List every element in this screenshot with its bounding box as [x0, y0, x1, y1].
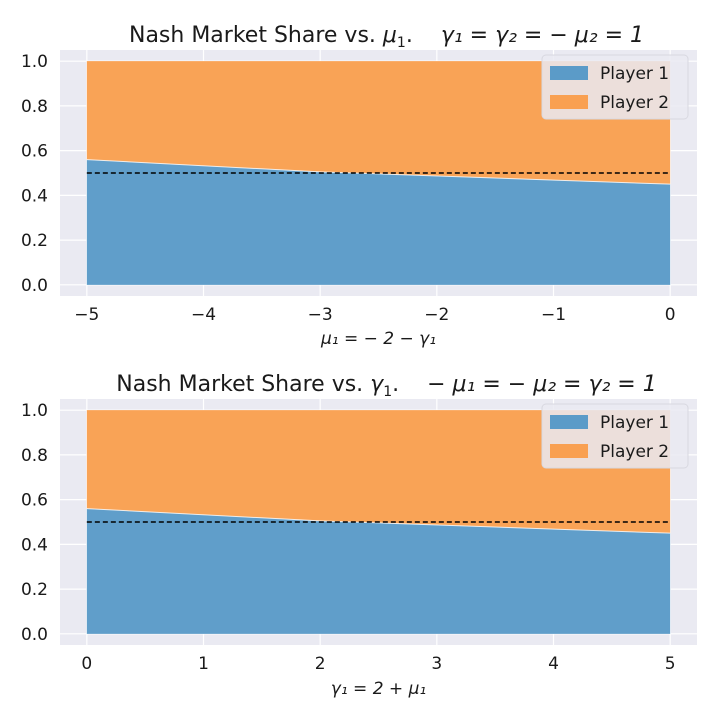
legend-swatch-player-2 [550, 444, 588, 458]
y-tick-label: 0.2 [21, 231, 48, 251]
area-player-2 [86, 410, 671, 534]
x-tick-label: 5 [665, 654, 676, 674]
chart-panel-2: 0.0 0.2 0.4 0.6 0.8 1.0 0 1 2 3 4 5 γ₁ = 2 + μ₁ Nash … [21, 372, 697, 699]
legend: Player 1 Player 2 [541, 54, 689, 120]
y-tick-label: 0.4 [21, 186, 48, 206]
x-tick-label: −1 [541, 305, 566, 325]
y-tick-label: 0.6 [21, 142, 48, 162]
y-tick-label: 0.0 [21, 276, 48, 296]
legend-label-player-1: Player 1 [600, 64, 669, 84]
x-tick-label: −3 [308, 305, 333, 325]
legend-swatch-player-2 [550, 95, 588, 109]
x-tick-label: 0 [665, 305, 676, 325]
x-tick-label: 1 [198, 654, 209, 674]
legend-swatch-player-1 [550, 415, 588, 429]
x-axis-label: μ₁ = − 2 − γ₁ [320, 329, 436, 349]
area-boundary-line [86, 159, 671, 185]
chart-title: Nash Market Share vs. μ1. γ₁ = γ₂ = − μ₂ … [129, 23, 644, 51]
area-player-1 [86, 159, 671, 285]
y-tick-label: 0.8 [21, 97, 48, 117]
x-tick-label: 0 [81, 654, 92, 674]
y-tick-label: 0.2 [21, 580, 48, 600]
y-tick-label: 0.6 [21, 491, 48, 511]
legend-label-player-2: Player 2 [600, 93, 669, 113]
chart-title: Nash Market Share vs. γ1. − μ₁ = − μ₂ = γ… [116, 372, 656, 400]
x-tick-label: −2 [424, 305, 449, 325]
y-tick-label: 0.8 [21, 446, 48, 466]
area-player-1 [86, 508, 671, 634]
x-tick-label: 2 [315, 654, 326, 674]
x-tick-label: −4 [191, 305, 216, 325]
y-tick-label: 0.4 [21, 535, 48, 555]
legend: Player 1 Player 2 [541, 403, 689, 469]
legend-label-player-1: Player 1 [600, 413, 669, 433]
y-tick-label: 1.0 [21, 401, 48, 421]
area-player-2 [86, 61, 671, 185]
legend-label-player-2: Player 2 [600, 442, 669, 462]
legend-swatch-player-1 [550, 66, 588, 80]
x-axis-label: γ₁ = 2 + μ₁ [331, 679, 426, 699]
x-tick-label: −5 [74, 305, 99, 325]
x-tick-label: 4 [548, 654, 559, 674]
y-tick-label: 0.0 [21, 625, 48, 645]
y-tick-label: 1.0 [21, 52, 48, 72]
chart-panel-1: 0.0 0.2 0.4 0.6 0.8 1.0 −5 −4 −3 −2 −1 0 μ₁ = − 2 − … [21, 23, 697, 349]
area-boundary-line [86, 508, 671, 534]
x-tick-label: 3 [431, 654, 442, 674]
